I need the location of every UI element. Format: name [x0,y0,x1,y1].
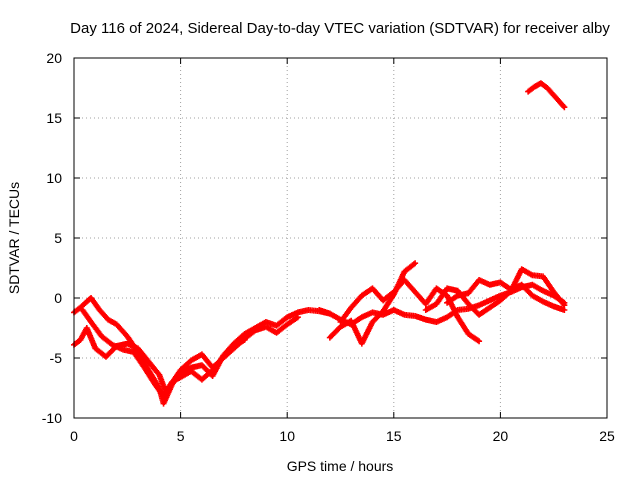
y-tick-label: 0 [54,290,62,306]
y-tick-label: 5 [54,230,62,246]
y-tick-label: -5 [50,350,63,366]
data-point [294,314,301,321]
y-tick-label: 10 [46,170,62,186]
x-tick-label: 20 [493,428,509,444]
data-point [412,260,419,267]
y-tick-label: 20 [46,50,62,66]
x-tick-label: 5 [177,428,185,444]
axis-ticks: 0 5 10 15 20 25 -10 -5 0 5 10 15 20 [42,50,615,444]
y-tick-label: -10 [42,410,62,426]
y-tick-label: 15 [46,110,62,126]
data-point [561,104,568,111]
x-tick-label: 10 [279,428,295,444]
data-point [476,338,483,345]
plot-frame [73,57,608,419]
data-point [241,337,248,343]
chart-title: Day 116 of 2024, Sidereal Day-to-day VTE… [70,20,610,37]
y-axis-label: SDTVAR / TECUs [6,182,22,294]
data-points [71,80,568,407]
x-axis-label: GPS time / hours [287,458,394,474]
x-tick-label: 15 [386,428,402,444]
x-tick-label: 25 [599,428,615,444]
grid-lines [74,58,607,418]
data-point [561,307,568,313]
x-tick-label: 0 [70,428,78,444]
